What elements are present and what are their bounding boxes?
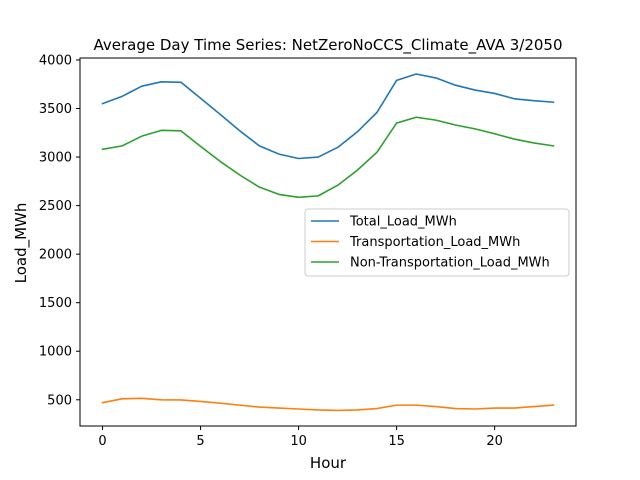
x-tick-label: 20 <box>486 434 503 449</box>
x-tick-label: 15 <box>388 434 405 449</box>
legend-label-3: Non-Transportation_Load_MWh <box>350 256 550 271</box>
legend: Total_Load_MWh Transportation_Load_MWh Non… <box>304 208 570 277</box>
legend-box <box>304 208 570 277</box>
y-tick-label: 3000 <box>39 151 72 166</box>
legend-label-2: Transportation_Load_MWh <box>349 235 520 250</box>
x-tick-label: 0 <box>98 434 106 449</box>
series-line-2 <box>101 397 555 412</box>
y-tick-label: 2000 <box>39 248 72 263</box>
series-line-3 <box>101 116 555 199</box>
x-axis: 0 5 10 15 20 <box>98 426 503 449</box>
y-tick-label: 1000 <box>39 345 72 360</box>
y-tick-label: 3500 <box>39 102 72 117</box>
legend-label-1: Total_Load_MWh <box>349 215 457 230</box>
y-tick-label: 4000 <box>39 53 72 68</box>
series-layer <box>101 73 555 412</box>
y-tick-label: 2500 <box>39 199 72 214</box>
y-axis-label: Load_MWh <box>12 203 31 284</box>
x-tick-label: 10 <box>290 434 307 449</box>
chart-title: Average Day Time Series: NetZeroNoCCS_Cl… <box>93 36 562 55</box>
x-axis-label: Hour <box>310 454 347 472</box>
plot-frame <box>79 57 577 427</box>
y-tick-label: 1500 <box>39 296 72 311</box>
y-axis: 500 1000 1500 2000 2500 3000 3500 4000 <box>39 53 80 408</box>
x-tick-label: 5 <box>196 434 204 449</box>
y-tick-label: 500 <box>47 393 72 408</box>
series-line-1 <box>101 73 555 160</box>
